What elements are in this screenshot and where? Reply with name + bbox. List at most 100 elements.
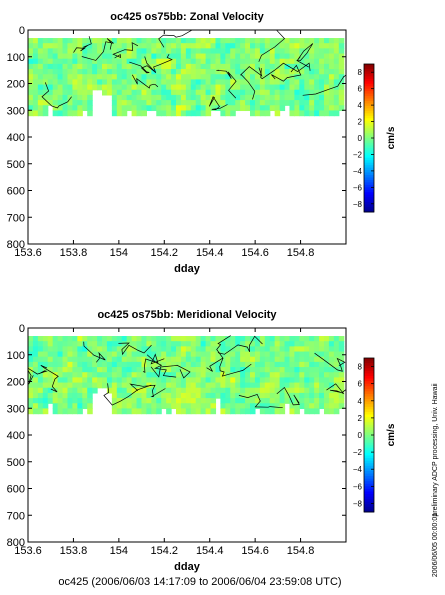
colorbar-swatch [364, 118, 374, 122]
x-tick-label: 154.4 [196, 545, 224, 557]
colorbar-swatch [364, 140, 374, 144]
colorbar-tick-label: 6 [358, 380, 363, 389]
colorbar-swatch [364, 383, 374, 387]
colorbar-tick-label: 8 [358, 363, 363, 372]
colorbar-swatch [364, 455, 374, 459]
colorbar-swatch [364, 175, 374, 178]
colorbar-swatch [364, 473, 374, 477]
colorbar-swatch [364, 396, 374, 400]
colorbar-swatch [364, 358, 374, 362]
colorbar: 8 6 4 2 0 −2 −4 −6 −8 cm/s [353, 357, 397, 513]
colorbar-swatch [364, 167, 374, 171]
colorbar-swatch [364, 73, 374, 77]
colorbar-tick-label: 2 [358, 414, 363, 423]
colorbar-tick-label: −4 [353, 465, 363, 474]
colorbar-swatch [364, 162, 374, 166]
colorbar-swatch [364, 401, 374, 405]
colorbar-swatch [364, 488, 374, 492]
colorbar-swatch [364, 182, 374, 186]
colorbar-swatch [364, 147, 374, 151]
colorbar-swatch [364, 406, 374, 410]
colorbar-swatch [364, 378, 374, 382]
colorbar-swatch [364, 375, 374, 380]
colorbar-swatch [364, 388, 374, 392]
colorbar-swatch [364, 78, 374, 82]
y-tick-label: 300 [7, 105, 25, 117]
colorbar-swatch [364, 391, 374, 395]
y-tick-label: 100 [7, 52, 25, 64]
y-tick-label: 800 [7, 537, 25, 549]
colorbar-swatch [364, 506, 374, 510]
colorbar-swatch [364, 491, 374, 495]
colorbar-swatch [364, 432, 374, 436]
meridional-velocity-panel: oc425 os75bb: Meridional Velocity 153.6 1… [7, 309, 397, 573]
colorbar-swatch [364, 155, 374, 159]
colorbar-swatch [364, 157, 374, 161]
y-axis: 0 100 200 300 400 500 600 700 800 [7, 25, 346, 251]
y-tick-label: 200 [7, 377, 25, 389]
x-tick-label: 154.8 [287, 247, 315, 259]
colorbar-swatch [364, 91, 374, 95]
colorbar-swatch [364, 370, 374, 374]
chart-title: oc425 os75bb: Meridional Velocity [97, 309, 277, 321]
colorbar-swatch [364, 202, 374, 206]
y-tick-label: 300 [7, 403, 25, 415]
colorbar-swatch [364, 194, 374, 198]
colorbar-tick-label: −6 [353, 482, 363, 491]
colorbar-swatch [364, 373, 374, 377]
colorbar-swatch [364, 435, 374, 439]
colorbar-swatch [364, 417, 374, 421]
colorbar-swatch [364, 509, 374, 513]
colorbar-swatch [364, 184, 374, 188]
chart-title: oc425 os75bb: Zonal Velocity [110, 11, 264, 23]
colorbar-swatch [364, 368, 374, 372]
colorbar-swatch [364, 128, 374, 132]
colorbar-swatch [364, 189, 374, 193]
colorbar-swatch [364, 110, 374, 114]
generation-date: 2006/06/05 00:00:01 [432, 513, 439, 577]
colorbar-swatch [364, 93, 374, 97]
colorbar-swatch [364, 81, 374, 85]
y-tick-label: 700 [7, 212, 25, 224]
y-axis: 0 100 200 300 400 500 600 700 800 [7, 323, 346, 549]
x-tick-label: 153.8 [60, 247, 88, 259]
x-axis-label: dday [174, 561, 201, 573]
colorbar-swatch [364, 115, 374, 119]
colorbar-swatch [364, 386, 374, 390]
colorbar-swatch [364, 177, 374, 181]
y-tick-label: 600 [7, 186, 25, 198]
y-tick-label: 700 [7, 510, 25, 522]
time-range-footer: oc425 (2006/06/03 14:17:09 to 2006/06/04… [58, 576, 341, 588]
plot-area [27, 327, 347, 543]
x-tick-label: 153.8 [60, 545, 88, 557]
colorbar: 8 6 4 2 0 −2 −4 −6 −8 cm/s [353, 63, 397, 213]
x-tick-label: 154.8 [287, 545, 315, 557]
y-tick-label: 800 [7, 239, 25, 251]
colorbar-swatch [364, 113, 374, 117]
x-tick-label: 154.2 [151, 247, 179, 259]
colorbar-swatch [364, 160, 374, 164]
colorbar-swatch [364, 442, 374, 446]
colorbar-swatch [364, 209, 374, 213]
colorbar-swatch [364, 83, 374, 87]
y-tick-label: 400 [7, 430, 25, 442]
colorbar-swatch [364, 437, 374, 441]
colorbar-swatch [364, 478, 374, 482]
x-tick-label: 153.6 [14, 545, 42, 557]
colorbar-swatch [364, 66, 374, 70]
colorbar-swatch [364, 170, 374, 174]
colorbar-swatch [364, 483, 374, 487]
colorbar-swatch [364, 499, 374, 503]
y-tick-label: 200 [7, 79, 25, 91]
colorbar-swatch [364, 440, 374, 444]
colorbar-swatch [364, 133, 374, 137]
colorbar-swatch [364, 452, 374, 457]
x-tick-label: 154.6 [241, 247, 269, 259]
colorbar-swatch [364, 481, 374, 485]
x-tick-label: 154.4 [196, 247, 224, 259]
colorbar-tick-label: 0 [358, 431, 363, 440]
colorbar-swatch [364, 120, 374, 124]
colorbar-swatch [364, 470, 374, 474]
colorbar-swatch [364, 207, 374, 211]
colorbar-tick-label: −8 [353, 499, 363, 508]
